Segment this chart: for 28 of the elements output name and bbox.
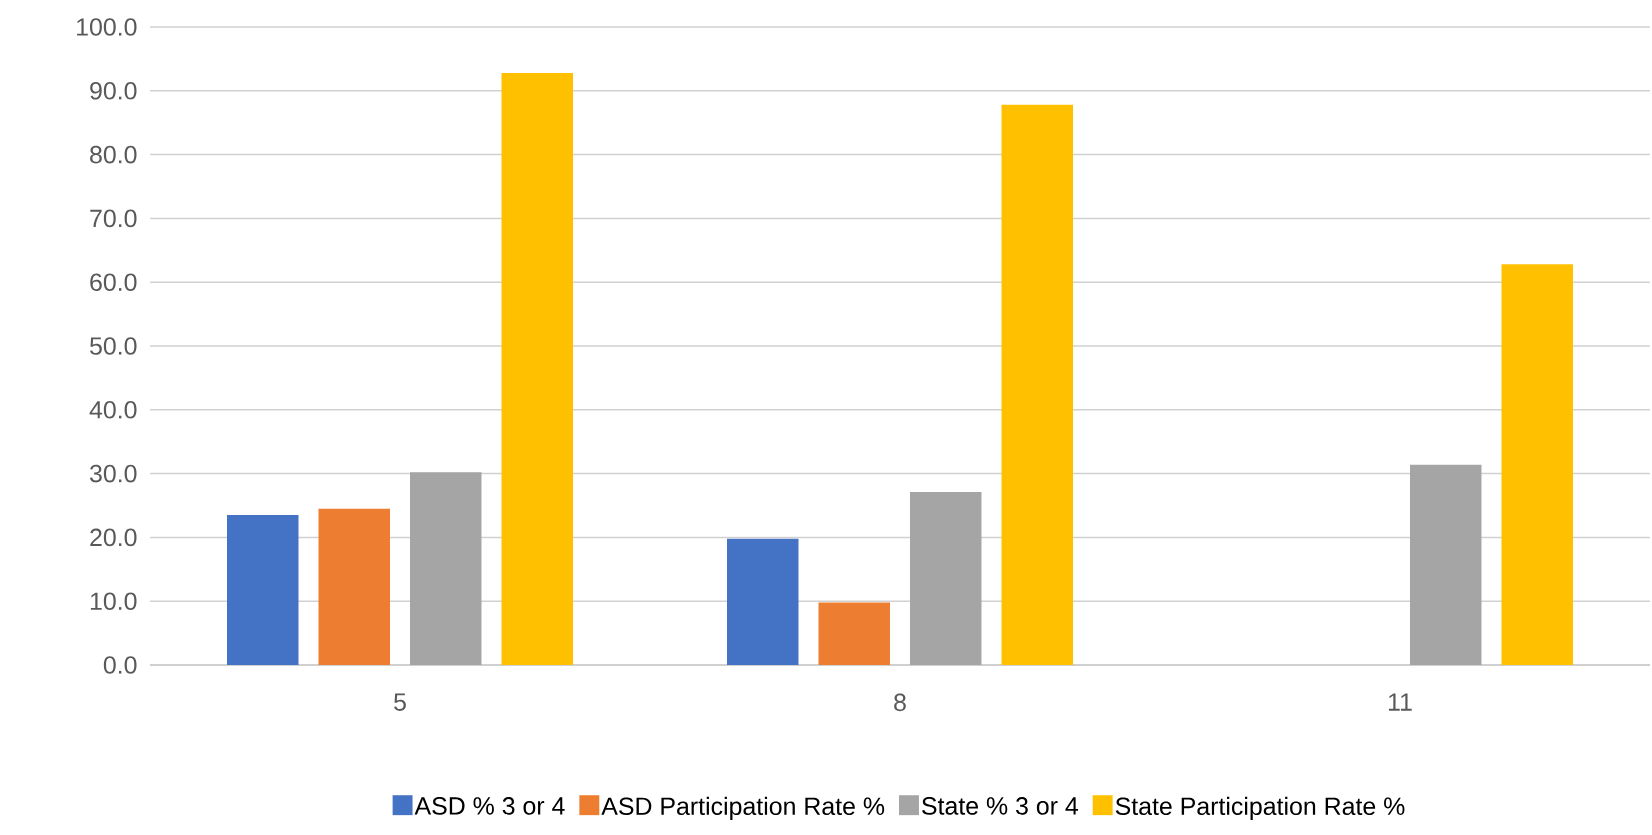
y-tick-label: 100.0 (77, 18, 137, 36)
y-tick-label: 60.0 (90, 273, 137, 292)
y-tick-label: 20.0 (90, 528, 137, 547)
x-tick-label: 11 (1388, 693, 1412, 711)
bar (410, 472, 482, 665)
bar (1501, 264, 1573, 665)
y-tick-label: 70.0 (90, 209, 137, 228)
bar (1001, 104, 1073, 665)
legend-label: ASD % 3 or 4 (414, 797, 565, 815)
bar (318, 508, 390, 665)
x-tick-label: 8 (894, 693, 906, 712)
legend-label: State Participation Rate % (1115, 796, 1405, 820)
y-tick-label: 10.0 (90, 592, 137, 611)
bar (818, 602, 890, 665)
y-tick-label: 90.0 (90, 81, 137, 100)
bar (909, 492, 982, 665)
y-tick-label: 80.0 (90, 145, 137, 164)
bar (227, 515, 299, 665)
y-tick-label: 50.0 (90, 337, 137, 355)
bar (501, 72, 573, 665)
x-tick-label: 5 (394, 693, 406, 711)
y-tick-label: 30.0 (89, 464, 137, 483)
bar (726, 538, 799, 665)
y-tick-label: 0.0 (103, 656, 137, 674)
legend-label: State % 3 or 4 (922, 797, 1079, 815)
y-tick-label: 40.0 (89, 400, 137, 419)
legend-label: ASD Participation Rate % (601, 796, 885, 820)
bar (1409, 464, 1482, 665)
